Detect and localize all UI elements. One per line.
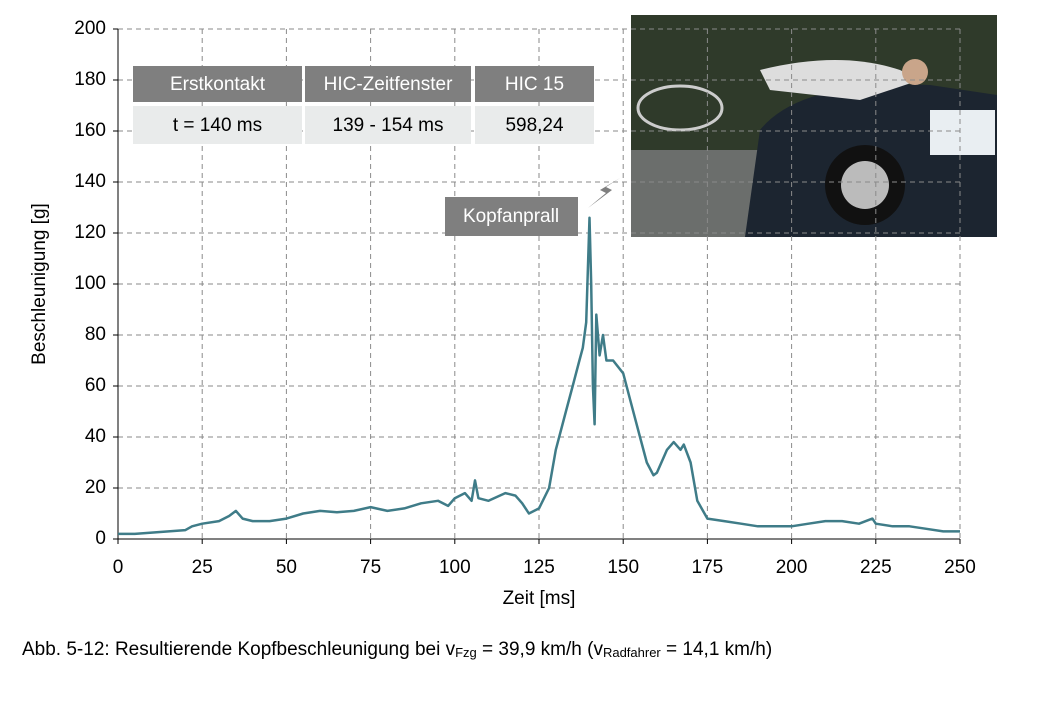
photo: [631, 15, 997, 237]
caption-text: = 14,1 km/h): [661, 639, 772, 660]
x-tick-label: 0: [113, 557, 124, 578]
photo-bicycle: [636, 84, 724, 132]
table-cell-text: 139 - 154 ms: [333, 115, 444, 136]
y-tick-label: 60: [85, 375, 106, 396]
x-tick-label: 225: [860, 557, 892, 578]
y-tick-label: 180: [74, 69, 106, 90]
y-tick-label: 80: [85, 324, 106, 345]
y-tick-label: 20: [85, 477, 106, 498]
photo-sign: [930, 110, 995, 155]
table-header-cell: [305, 66, 471, 102]
y-tick-label: 140: [74, 171, 106, 192]
y-tick-label: 160: [74, 120, 106, 141]
x-tick-label: 100: [439, 557, 471, 578]
y-tick-label: 200: [74, 18, 106, 39]
annotation: Kopfanprall: [463, 206, 559, 227]
y-tick-label: 40: [85, 426, 106, 447]
table-cell: [133, 106, 302, 144]
table-header: Erstkontakt: [170, 74, 266, 95]
photo-head: [902, 59, 928, 85]
y-tick-label: 120: [74, 222, 106, 243]
table-cell: [305, 106, 471, 144]
caption-subscript: Radfahrer: [603, 645, 661, 660]
caption-subscript: Fzg: [455, 645, 477, 660]
table-header-cell: [133, 66, 302, 102]
y-axis-label: Beschleunigung [g]: [29, 203, 50, 365]
y-tick-label: 100: [74, 273, 106, 294]
annotation-box: [445, 197, 578, 236]
table-cell-text: t = 140 ms: [173, 115, 262, 136]
table-header-cell: [475, 66, 594, 102]
x-tick-label: 250: [944, 557, 976, 578]
x-tick-label: 150: [607, 557, 639, 578]
table-header: HIC 15: [505, 74, 564, 95]
y-tick-label: 0: [95, 528, 106, 549]
x-tick-label: 75: [360, 557, 381, 578]
x-tick-label: 175: [692, 557, 724, 578]
x-tick-label: 25: [192, 557, 213, 578]
caption-text: Abb. 5-12: Resultierende Kopfbeschleunig…: [22, 639, 456, 660]
table-cell-text: 598,24: [505, 115, 564, 136]
x-tick-label: 125: [523, 557, 555, 578]
caption-text: = 39,9 km/h (v: [477, 639, 604, 660]
data-line: [118, 216, 960, 536]
table-header: HIC-Zeitfenster: [324, 74, 453, 95]
table-cell: [475, 106, 594, 144]
photo-rim: [841, 161, 889, 209]
caption: Abb. 5-12: Resultierende Kopfbeschleunig…: [22, 639, 772, 660]
x-tick-label: 200: [776, 557, 808, 578]
x-tick-label: 50: [276, 557, 297, 578]
x-axis-label: Zeit [ms]: [503, 588, 576, 609]
